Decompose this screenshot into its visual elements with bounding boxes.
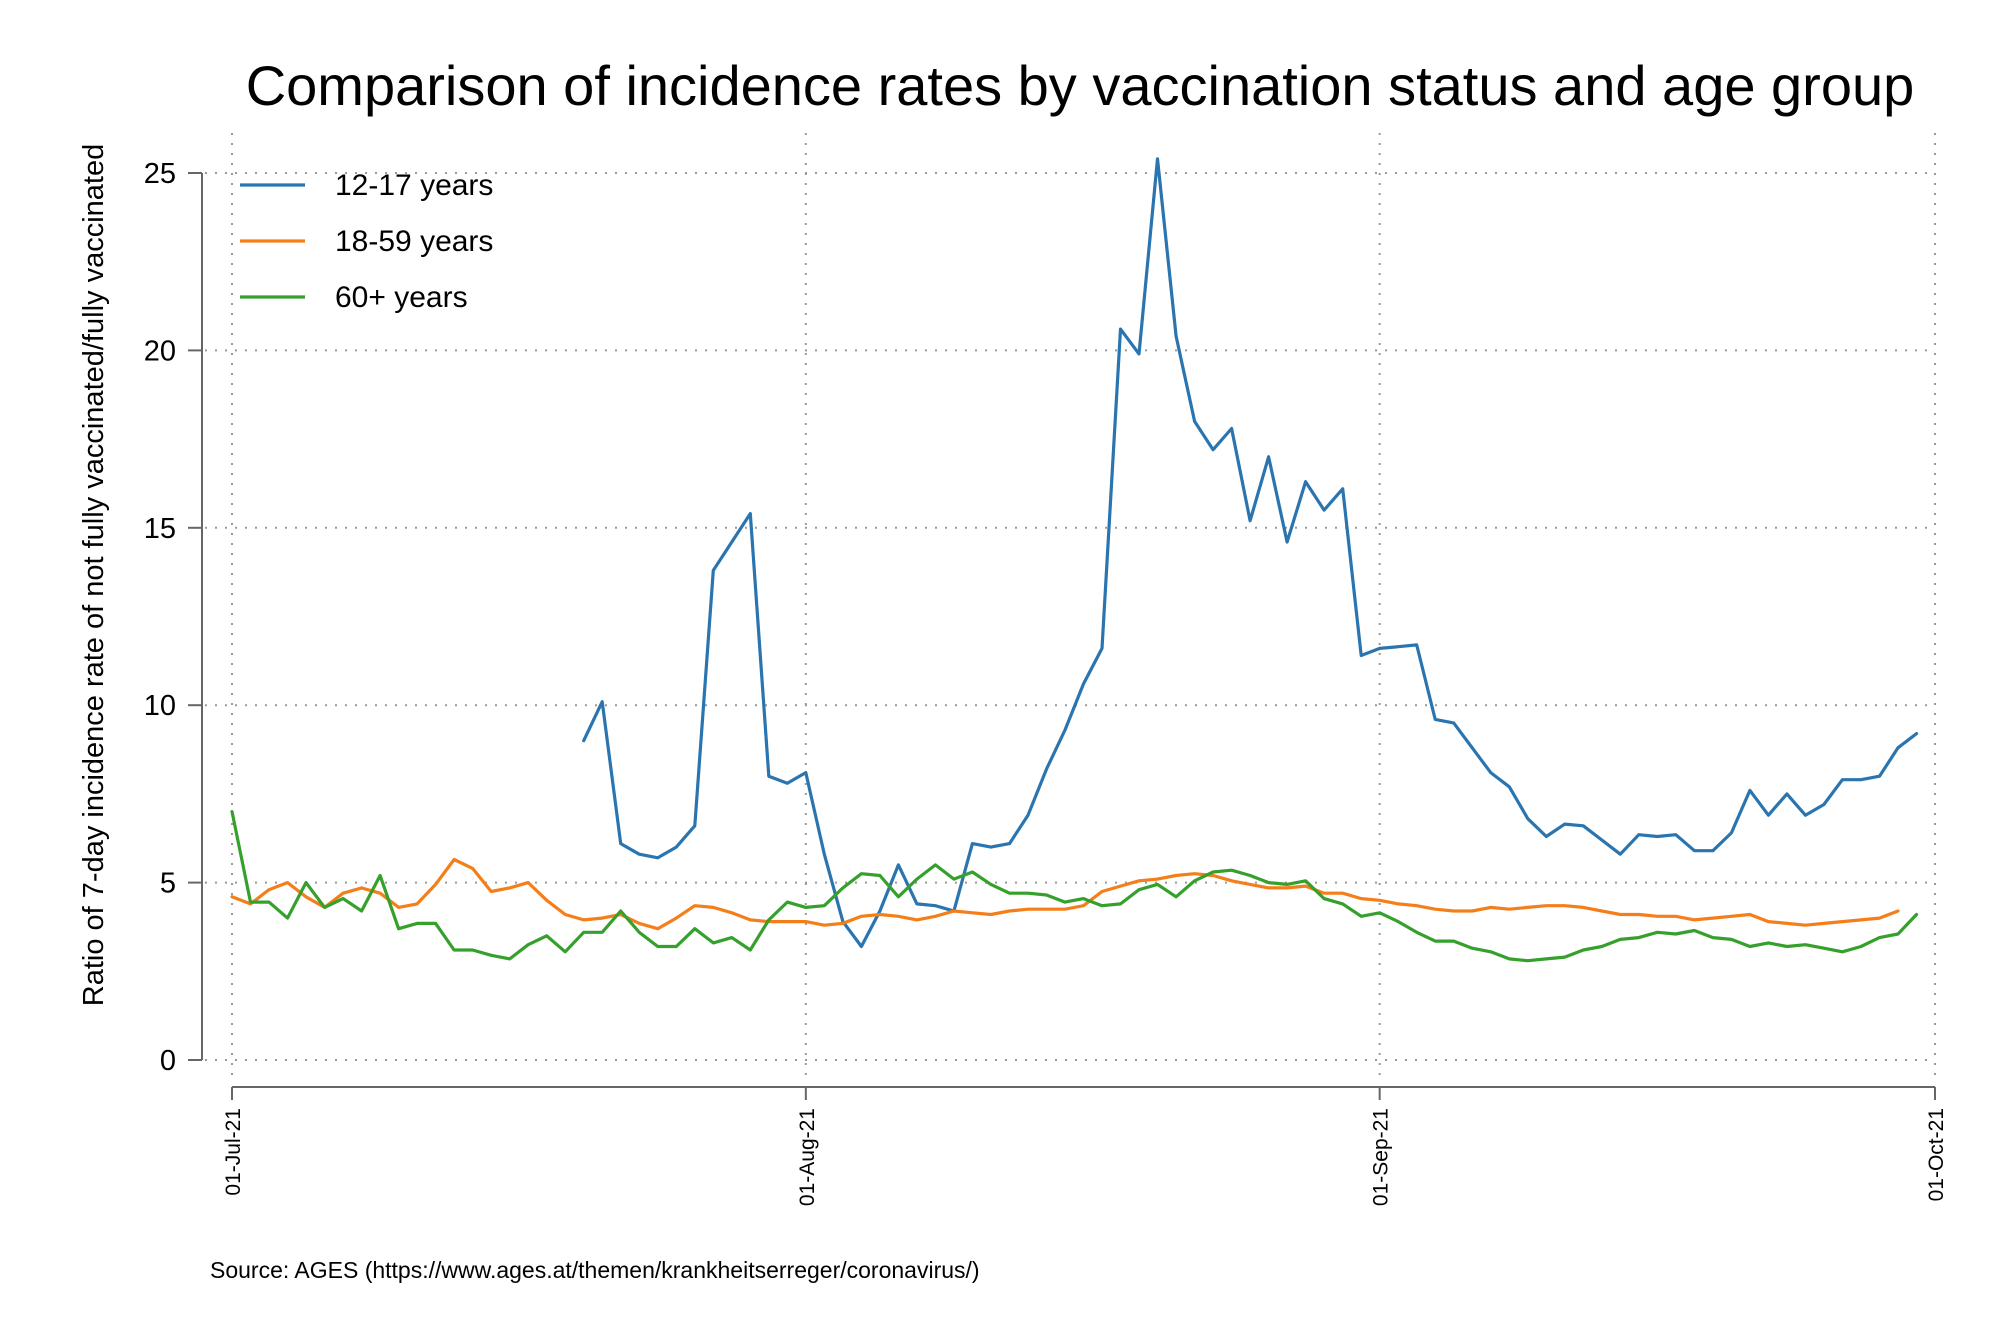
series-line-3 — [230, 809, 1919, 963]
y-tick-label: 15 — [144, 513, 176, 545]
y-tick-label: 10 — [144, 690, 176, 722]
x-tick-label: 01-Jul-21 — [222, 1108, 245, 1196]
y-tick-label: 20 — [144, 335, 176, 367]
series-line-2 — [230, 857, 1900, 931]
x-tick-label: 01-Sep-21 — [1370, 1108, 1393, 1206]
source-note: Source: AGES (https://www.ages.at/themen… — [210, 1257, 980, 1283]
x-tick-label: 01-Aug-21 — [796, 1108, 819, 1206]
y-tick-label: 5 — [160, 868, 176, 900]
series-lines — [230, 157, 1919, 963]
legend-label: 12-17 years — [335, 169, 493, 202]
y-axis-label: Ratio of 7-day incidence rate of not ful… — [78, 144, 110, 1006]
y-tick-label: 0 — [160, 1045, 176, 1077]
series-line-1 — [582, 157, 1919, 949]
legend-label: 60+ years — [335, 281, 468, 314]
y-tick-label: 25 — [144, 158, 176, 190]
x-tick-label: 01-Oct-21 — [1925, 1108, 1948, 1201]
gridlines — [205, 133, 1936, 1075]
legend-label: 18-59 years — [335, 225, 493, 258]
axes: 0 5 10 15 20 25 01-Jul-21 01-Aug-21 01-Sep-21 01-… — [144, 158, 1948, 1206]
legend: 12-17 years 18-59 years 60+ years — [240, 169, 493, 314]
chart-title: Comparison of incidence rates by vaccina… — [246, 54, 1915, 117]
